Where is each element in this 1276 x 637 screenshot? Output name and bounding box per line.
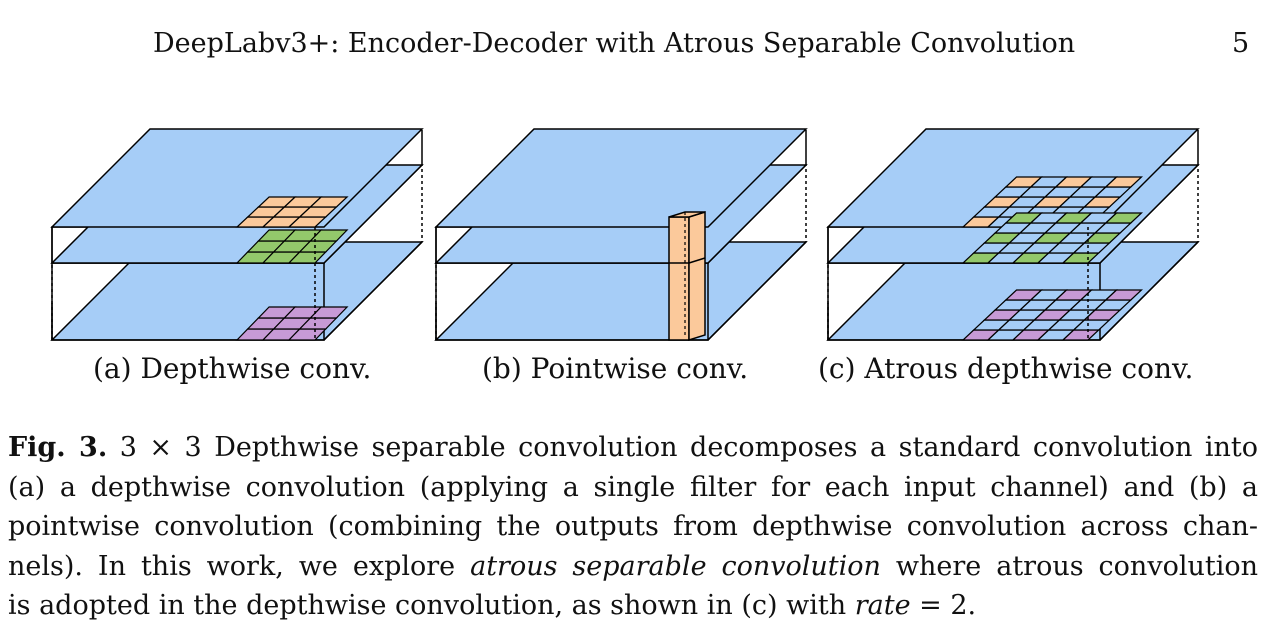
top-plane — [434, 128, 808, 228]
caption-italic-term: atrous separable convolution — [470, 550, 881, 582]
page-number: 5 — [1232, 28, 1250, 59]
pointwise-column-front — [668, 216, 690, 341]
figure-3-diagram — [50, 128, 1200, 342]
caption-text: = 2. — [919, 590, 977, 621]
caption-text: nels). In this work, we explore — [8, 550, 456, 582]
subcaption-b: (b) Pointwise conv. — [482, 352, 749, 385]
panel-atrous-depthwise-conv — [826, 128, 1200, 341]
running-header-title: DeepLabv3+: Encoder-Decoder with Atrous … — [153, 28, 1076, 59]
pointwise-column-side — [688, 210, 706, 342]
panel-pointwise-conv — [434, 128, 808, 342]
caption-italic-term: rate — [854, 590, 911, 621]
caption-line-4: nels). In this work, we explore atrous s… — [8, 547, 1258, 587]
caption-text: is adopted in the depthwise convolution,… — [8, 590, 847, 621]
atrous-orange-kernel-cell — [1104, 176, 1144, 188]
subcaption-c: (c) Atrous depthwise conv. — [818, 352, 1194, 385]
box-edge — [1099, 241, 1199, 341]
atrous-green-kernel-cell — [1104, 212, 1144, 224]
caption-line-1: Fig. 3. 3 × 3 Depthwise separable convol… — [8, 428, 1258, 468]
caption-line-2: (a) a depthwise convolution (applying a … — [8, 471, 1258, 503]
box-edge — [707, 241, 807, 341]
panel-depthwise-conv — [50, 128, 424, 341]
subcaption-a: (a) Depthwise conv. — [93, 352, 372, 385]
caption-text: 3 × 3 Depthwise separable convolution de… — [119, 432, 1258, 463]
atrous-purple-kernel-cell — [1104, 289, 1144, 301]
figure-label: Fig. 3. — [8, 432, 108, 463]
pointwise-column-top — [668, 211, 706, 218]
caption-text: where atrous convolution — [895, 550, 1258, 582]
purple-kernel-cell — [308, 306, 349, 319]
green-kernel-cell — [308, 229, 349, 242]
orange-kernel-cell — [308, 196, 349, 208]
figure-caption: Fig. 3. 3 × 3 Depthwise separable convol… — [8, 428, 1258, 626]
caption-line-3: pointwise convolution (combining the out… — [8, 511, 1258, 542]
caption-line-5: is adopted in the depthwise convolution,… — [8, 586, 1258, 626]
box-edge — [323, 241, 423, 341]
pointwise-column-divider — [688, 257, 706, 264]
